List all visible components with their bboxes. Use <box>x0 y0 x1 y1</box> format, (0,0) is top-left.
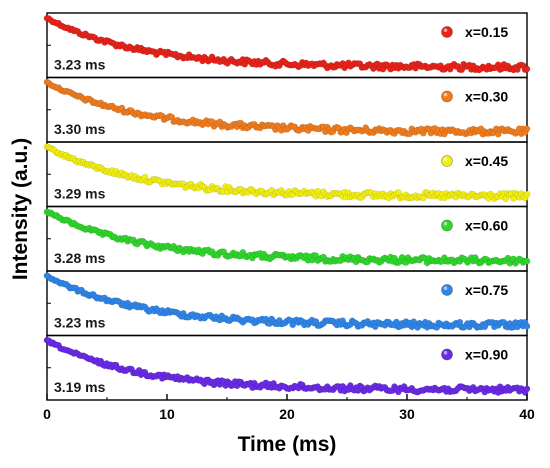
x-axis-ticks: 0 10 20 30 40 <box>43 394 535 422</box>
legend-marker <box>441 26 453 38</box>
legend-marker <box>441 155 453 167</box>
lifetime-label: 3.19 ms <box>54 379 106 395</box>
series-x=0.30 <box>43 78 531 138</box>
lifetime-label: 3.23 ms <box>54 315 106 331</box>
legend-marker-highlight <box>443 286 448 291</box>
lifetime-label: 3.28 ms <box>54 250 106 266</box>
x-tick-label: 20 <box>279 406 295 422</box>
legend-marker-highlight <box>443 157 448 161</box>
legend-label: x=0.30 <box>465 89 508 105</box>
data-point <box>523 190 531 198</box>
data-point <box>523 125 531 133</box>
legend-label: x=0.45 <box>465 153 508 169</box>
x-tick-label: 10 <box>159 406 175 422</box>
legend-marker <box>441 219 453 232</box>
data-point <box>523 385 531 393</box>
series-x=0.75 <box>43 272 531 331</box>
y-axis-title: Intensity (a.u.) <box>9 138 32 280</box>
legend-marker-highlight <box>443 350 448 355</box>
legend-marker-highlight <box>443 92 448 97</box>
data-point <box>523 257 531 265</box>
panel-5: 3.23 ms x=0.75 <box>43 270 531 337</box>
legend-label: x=0.60 <box>465 218 508 234</box>
legend-marker <box>441 348 453 361</box>
lifetime-label: 3.29 ms <box>54 186 106 202</box>
panel-1: 3.23 ms x=0.15 <box>43 12 531 79</box>
legend-marker-highlight <box>443 28 448 32</box>
series-x=0.90 <box>43 336 531 396</box>
x-tick-label: 30 <box>399 406 415 422</box>
series-x=0.15 <box>43 14 531 74</box>
x-axis-title: Time (ms) <box>238 433 337 456</box>
panel-6: 3.19 ms x=0.90 <box>43 334 531 401</box>
x-tick-label: 0 <box>43 406 51 422</box>
data-point <box>523 65 531 73</box>
lifetime-label: 3.30 ms <box>54 121 106 137</box>
panel-2: 3.30 ms x=0.30 <box>43 76 531 143</box>
legend-label: x=0.75 <box>465 282 508 298</box>
panel-3: 3.29 ms x=0.45 <box>43 141 531 208</box>
legend-label: x=0.15 <box>465 24 508 40</box>
legend-marker <box>441 284 453 296</box>
series-x=0.60 <box>43 208 531 267</box>
legend-marker-highlight <box>443 221 448 226</box>
data-point <box>523 322 531 330</box>
x-tick-label: 40 <box>519 406 535 422</box>
panels: 3.23 msx=0.153.30 msx=0.303.29 msx=0.453… <box>43 12 531 401</box>
legend-marker <box>441 90 453 103</box>
panel-4: 3.28 ms x=0.60 <box>43 205 531 272</box>
data-point <box>395 189 402 196</box>
lifetime-label: 3.23 ms <box>54 57 106 73</box>
series-x=0.45 <box>43 143 531 203</box>
legend-label: x=0.90 <box>465 347 508 363</box>
